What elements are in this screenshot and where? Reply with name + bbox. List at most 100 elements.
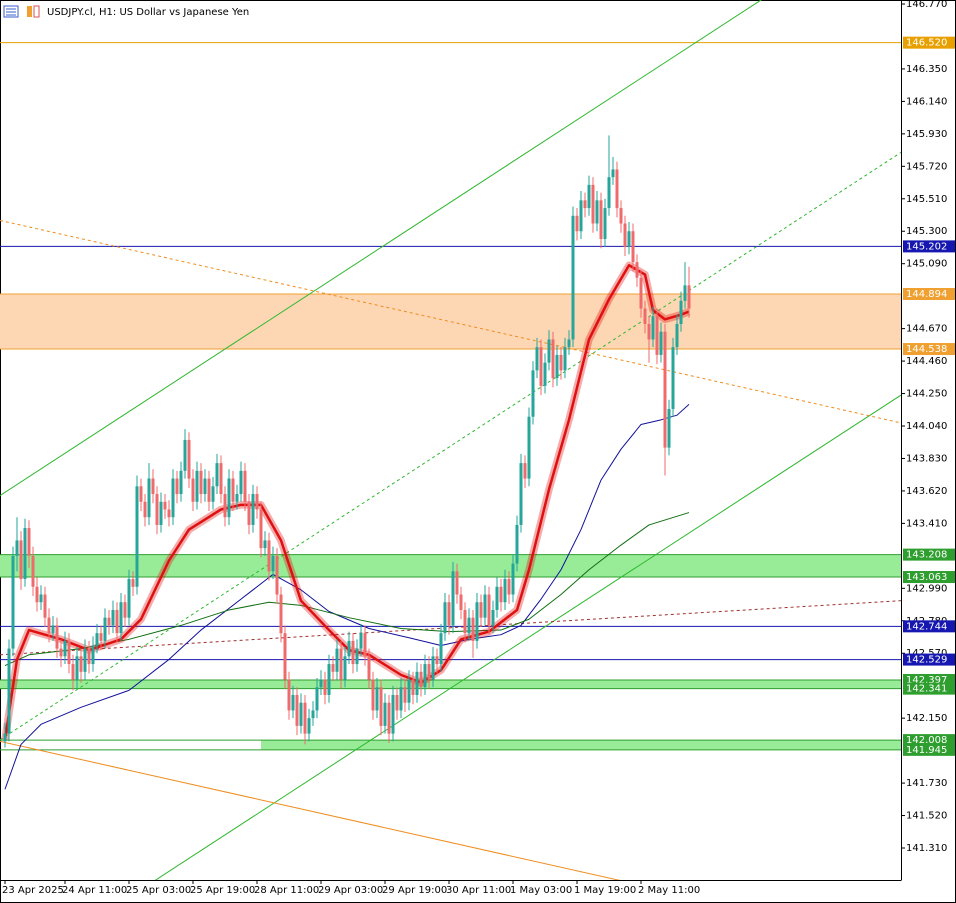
y-tick-label: 143.410: [906, 518, 947, 529]
candle-body: [599, 200, 603, 239]
candle-body: [479, 602, 483, 618]
y-tick-label: 145.720: [906, 161, 947, 172]
candle-body: [639, 277, 643, 309]
candle-body: [195, 470, 199, 502]
y-tick-label: 142.990: [906, 583, 947, 594]
plot-area: [0, 0, 901, 880]
candle-body: [547, 339, 551, 363]
candle-body: [107, 617, 111, 626]
x-tick-label: 29 Apr 19:00: [382, 885, 447, 896]
candle-body: [683, 285, 687, 301]
candle-body: [403, 687, 407, 703]
price-label: 142.008: [906, 735, 947, 746]
candle-body: [215, 463, 219, 487]
candle-body: [175, 478, 179, 495]
price-label: 145.202: [906, 241, 947, 252]
candle-body: [527, 416, 531, 479]
candle-body: [139, 486, 143, 502]
overlay-line: [154, 394, 901, 880]
price-label: 143.208: [906, 550, 947, 561]
candle-body: [315, 687, 319, 711]
candle-body: [483, 594, 487, 618]
y-tick-label: 145.090: [906, 259, 947, 270]
candle-body: [515, 524, 519, 564]
candle-body: [535, 347, 539, 371]
chart-icon[interactable]: [27, 6, 32, 17]
price-label: 142.397: [906, 675, 947, 686]
candle-body: [295, 694, 299, 726]
price-label-bg: [903, 743, 955, 756]
candle-body: [275, 555, 279, 595]
candle-body: [359, 633, 363, 649]
zone: [0, 294, 901, 350]
candle-body: [627, 231, 631, 247]
y-tick-label: 144.670: [906, 324, 947, 335]
candle-body: [67, 640, 71, 665]
candle-body: [687, 285, 691, 309]
candle-body: [223, 494, 227, 518]
candle-body: [287, 679, 291, 711]
candle-body: [415, 671, 419, 695]
candle-body: [447, 602, 451, 626]
candle-body: [135, 486, 139, 587]
y-tick-label: 141.730: [906, 778, 947, 789]
overlay-line: [4, 512, 690, 667]
price-label-bg: [903, 548, 955, 561]
candle-body: [87, 648, 91, 665]
candle-body: [431, 656, 435, 680]
candle-body: [99, 633, 103, 641]
candle-body: [227, 478, 231, 518]
candle-body: [443, 602, 447, 634]
candle-body: [203, 478, 207, 495]
y-tick-label: 142.150: [906, 713, 947, 724]
price-label-bg: [903, 240, 955, 253]
candle-body: [459, 594, 463, 610]
candle-body: [35, 586, 39, 603]
y-tick-label: 144.040: [906, 421, 947, 432]
candle-body: [311, 710, 315, 719]
overlay-line: [0, 0, 762, 496]
candle-body: [567, 339, 571, 348]
candle-body: [131, 579, 135, 587]
candle-body: [387, 702, 391, 734]
candle-body: [419, 671, 423, 688]
x-tick-label: 24 Apr 11:00: [62, 885, 127, 896]
candle-body: [355, 648, 359, 665]
y-tick-label: 141.310: [906, 843, 947, 854]
candle-body: [663, 331, 667, 448]
candle-body: [127, 579, 131, 618]
candle-body: [471, 617, 475, 641]
overlay-line: [4, 403, 690, 790]
candle-body: [27, 528, 31, 556]
candle-body: [183, 439, 187, 471]
candle-body: [667, 409, 671, 448]
candle-body: [15, 540, 19, 556]
candle-body: [499, 586, 503, 603]
candle-body: [23, 528, 27, 580]
y-tick-label: 146.350: [906, 64, 947, 75]
candle-body: [559, 354, 563, 371]
candle-body: [347, 640, 351, 657]
candle-body: [519, 463, 523, 525]
overlay-line: [0, 219, 901, 424]
candle-body: [427, 664, 431, 680]
candle-body: [563, 347, 567, 371]
candle-body: [555, 354, 559, 379]
candle-body: [39, 594, 43, 603]
chart-icon[interactable]: [33, 5, 40, 18]
candle-body: [75, 656, 79, 680]
candle-body: [123, 602, 127, 618]
x-tick-label: 2 May 11:00: [638, 885, 700, 896]
candle-body: [587, 184, 591, 209]
candle-body: [259, 509, 263, 549]
candle-body: [675, 323, 679, 348]
price-label: 142.529: [906, 655, 947, 666]
price-label-bg: [903, 620, 955, 633]
y-tick-label: 141.520: [906, 811, 947, 822]
candle-body: [439, 633, 443, 665]
x-tick-label: 23 Apr 2025: [2, 885, 64, 896]
x-tick-label: 30 Apr 11:00: [446, 885, 511, 896]
candle-body: [407, 679, 411, 703]
